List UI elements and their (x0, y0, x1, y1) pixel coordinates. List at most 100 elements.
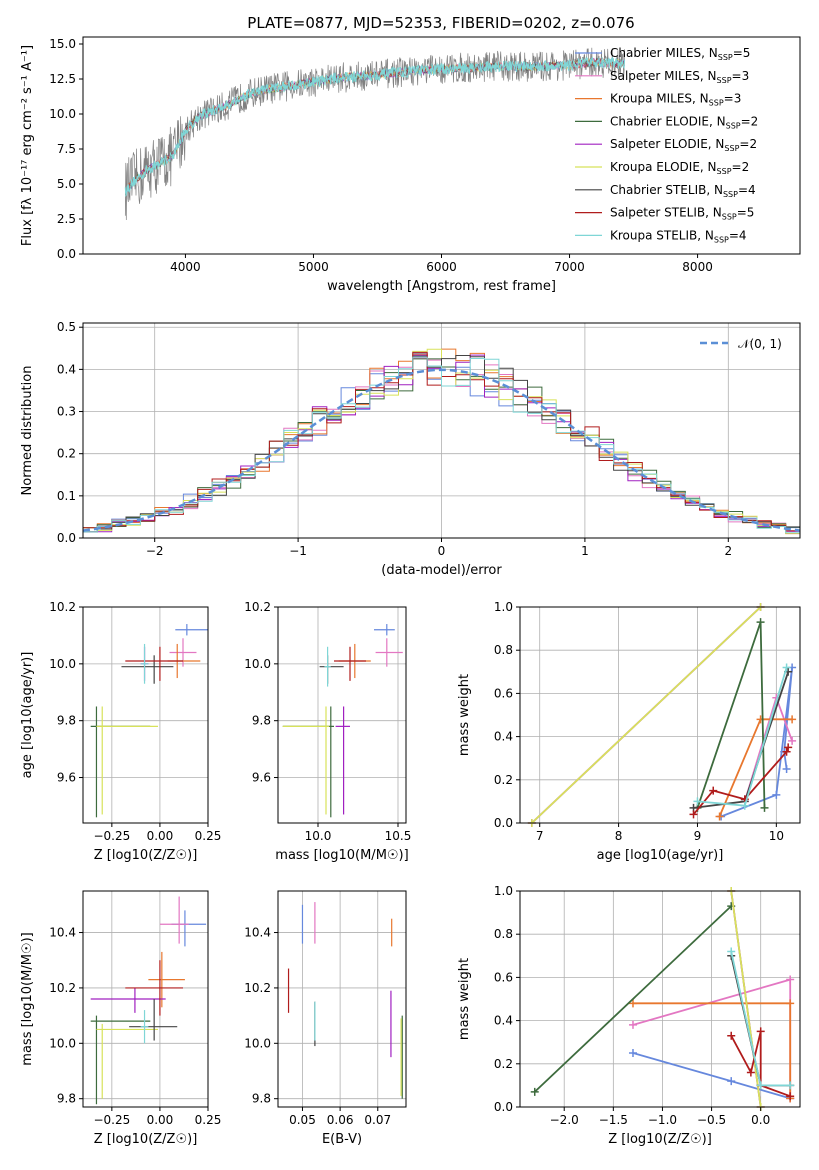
y-tick-label: 10.0 (244, 1036, 271, 1050)
weight-point-marker (530, 1087, 539, 1096)
y-tick-label: 10.4 (244, 926, 271, 940)
x-tick-label: 10.5 (385, 829, 412, 843)
x-tick-label: 1 (581, 544, 589, 558)
legend-label: Salpeter STELIB, NSSP=5 (610, 206, 754, 222)
x-tick-label: 0 (438, 544, 446, 558)
y-tick-label: 15.0 (49, 37, 76, 51)
y-tick-label: 10.4 (49, 926, 76, 940)
weight-point-marker (709, 786, 718, 795)
y-axis-label: Normed distribution (20, 366, 35, 496)
best-model-spectrum (124, 56, 626, 198)
y-tick-label: 9.8 (57, 714, 76, 728)
weight-point-marker (756, 1081, 765, 1090)
y-tick-label: 10.2 (244, 981, 271, 995)
x-tick-label: −1.5 (599, 1113, 628, 1127)
x-tick-label: 4000 (170, 260, 201, 274)
x-tick-label: −1.0 (648, 1113, 677, 1127)
weight-point-marker (628, 1049, 637, 1057)
x-tick-label: 0.05 (289, 1113, 316, 1127)
legend-label: Kroupa STELIB, NSSP=4 (610, 228, 747, 244)
weight-point-marker (786, 1092, 795, 1101)
weight-point-marker (788, 736, 797, 745)
y-tick-label: 0.0 (494, 1100, 513, 1114)
weight-point-marker (727, 1031, 736, 1040)
y-tick-label: 0.6 (494, 970, 513, 984)
x-axis-label: Z [log10(Z/Z☉)] (608, 1132, 712, 1147)
weight-point-marker (786, 999, 795, 1008)
y-tick-label: 9.8 (252, 1092, 271, 1106)
weight-point-marker (782, 747, 791, 756)
y-tick-label: 0.2 (57, 447, 76, 461)
weight-series-line (730, 890, 762, 1108)
x-axis-label: wavelength [Angstrom, rest frame] (327, 279, 556, 294)
weight-series-line (531, 606, 762, 824)
weight-series-line (693, 671, 790, 809)
y-tick-label: 0.0 (57, 247, 76, 261)
plot-frame (519, 890, 801, 1108)
legend-label: Salpeter ELODIE, NSSP=2 (610, 137, 757, 153)
x-axis-label: (data-model)/error (381, 563, 502, 578)
plot-frame (519, 606, 801, 824)
y-tick-label: 7.5 (57, 142, 76, 156)
legend-label: Chabrier STELIB, NSSP=4 (610, 183, 756, 199)
legend-label: Chabrier ELODIE, NSSP=2 (610, 114, 758, 130)
weight-point-marker (782, 765, 791, 773)
x-tick-label: −1 (289, 544, 307, 558)
x-tick-label: −2 (146, 544, 164, 558)
x-axis-label: age [log10(age/yr)] (597, 848, 724, 863)
chart-spectrum: 4000 5000 6000 7000 8000 0.0 2.5 5.0 7.5 10.0 12.5… (20, 36, 801, 294)
weight-point-marker (715, 812, 724, 821)
y-tick-label: 10.0 (244, 657, 271, 671)
y-axis-label: age [log10(age/yr)] (20, 652, 35, 779)
plot-frame (277, 606, 407, 824)
y-tick-label: 0.1 (57, 489, 76, 503)
x-tick-label: −0.25 (93, 829, 130, 843)
chart-age-vs-mass: 10.0 10.5 9.6 9.8 10.0 10.2 mass [log10(M/M☉)] (244, 600, 411, 863)
y-tick-label: 10.0 (49, 1036, 76, 1050)
x-axis-label: Z [log10(Z/Z☉)] (94, 1132, 198, 1147)
y-tick-label: 0.2 (494, 773, 513, 787)
plot-frame (82, 890, 209, 1108)
legend-label: Kroupa ELODIE, NSSP=2 (610, 160, 749, 176)
figure-title: PLATE=0877, MJD=52353, FIBERID=0202, z=0… (247, 14, 634, 32)
y-tick-label: 9.6 (252, 771, 271, 785)
x-tick-label: 7000 (554, 260, 585, 274)
weight-point-marker (756, 1027, 765, 1036)
legend-label: Chabrier MILES, NSSP=5 (610, 46, 750, 62)
weight-point-marker (784, 743, 793, 752)
histogram-series (83, 356, 800, 534)
chart-mass-vs-z: −0.25 0.00 0.25 9.8 10.0 10.2 10.4 Z [log10(Z/Z… (20, 890, 221, 1147)
y-tick-label: 10.2 (49, 981, 76, 995)
x-tick-label: 0.06 (327, 1113, 354, 1127)
x-tick-label: 8 (615, 829, 623, 843)
weight-point-marker (746, 1068, 755, 1077)
y-tick-label: 10.2 (49, 600, 76, 614)
x-tick-label: 6000 (426, 260, 457, 274)
y-tick-label: 0.8 (494, 643, 513, 657)
y-axis-label: mass [log10(M/M☉)] (20, 932, 35, 1065)
y-tick-label: 10.0 (49, 107, 76, 121)
x-tick-label: 0.00 (147, 1113, 174, 1127)
y-tick-label: 9.6 (57, 771, 76, 785)
observed-spectrum (124, 47, 625, 221)
x-axis-label: E(B-V) (322, 1132, 362, 1147)
chart-weight-vs-age: 7 8 9 10 0.0 0.2 0.4 0.6 0.8 1.0 age [log10(age/yr… (457, 600, 801, 863)
weight-point-marker (772, 790, 781, 799)
y-tick-label: 1.0 (494, 884, 513, 898)
x-axis-label: Z [log10(Z/Z☉)] (94, 848, 198, 863)
x-tick-label: 10 (769, 829, 784, 843)
weight-point-marker (689, 810, 698, 819)
y-tick-label: 0.3 (57, 405, 76, 419)
y-axis-label: Flux [fλ 10⁻¹⁷ erg cm⁻² s⁻¹ A⁻¹] (20, 45, 35, 246)
y-tick-label: 9.8 (252, 714, 271, 728)
y-tick-label: 0.4 (494, 730, 513, 744)
y-tick-label: 0.0 (57, 531, 76, 545)
x-tick-label: −0.25 (93, 1113, 130, 1127)
y-tick-label: 0.2 (494, 1057, 513, 1071)
plot-frame (82, 606, 209, 824)
y-tick-label: 10.2 (244, 600, 271, 614)
y-tick-label: 0.4 (494, 1014, 513, 1028)
y-axis-label: mass weight (457, 958, 472, 1040)
plot-frame (277, 890, 407, 1108)
y-axis-label: mass weight (457, 674, 472, 756)
